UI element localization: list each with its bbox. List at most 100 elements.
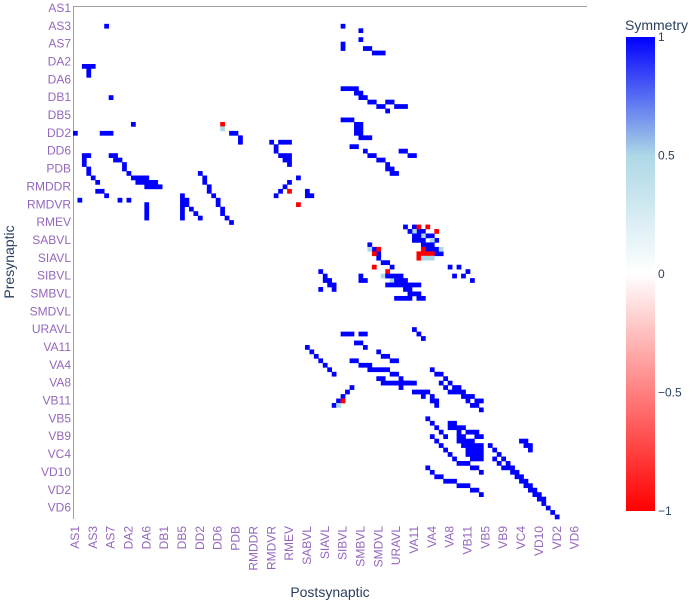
heatmap-cell [81,153,87,158]
heatmap-cell [470,452,475,457]
heatmap-cell [474,429,480,435]
heatmap-cell [452,425,457,431]
heatmap-cell [282,153,288,158]
heatmap-cell [287,157,292,163]
heatmap-cell [416,255,422,261]
heatmap-cell [202,175,208,181]
heatmap-cell [420,229,426,234]
heatmap-cell [139,179,145,185]
heatmap-cell [452,478,457,484]
heatmap-cell [398,278,404,283]
heatmap-cell [376,104,382,109]
plot-area [73,6,587,520]
heatmap-cell [367,99,373,105]
heatmap-cell [108,130,114,136]
y-tick-label: RMDDR [26,179,71,193]
heatmap-cell [327,278,333,283]
heatmap-cell [180,197,185,203]
y-tick-label: VD10 [41,465,71,479]
heatmap-cell [461,425,466,431]
colorbar-tick-label: 1 [658,30,665,44]
y-tick-label: SIAVL [38,251,71,265]
heatmap-cell [492,456,498,462]
heatmap-cell [278,153,283,158]
heatmap-cell [528,443,533,448]
heatmap-cell [456,461,462,466]
heatmap-cell [206,188,212,194]
heatmap-cell [470,447,475,453]
heatmap-cell [86,171,92,176]
heatmap-cell [438,429,444,435]
heatmap-cell [398,104,404,109]
heatmap-cell [95,179,101,185]
heatmap-cell [443,385,449,390]
heatmap-cell [327,282,333,288]
heatmap-cell [443,376,449,382]
heatmap-cell [403,380,408,386]
heatmap-cell [389,166,395,172]
heatmap-cell [269,139,275,145]
heatmap-cell [367,153,373,158]
heatmap-cell [135,175,141,181]
heatmap-cell [287,188,292,194]
heatmap-cell [407,153,413,158]
heatmap-cell [385,108,391,114]
heatmap-cell [385,166,391,172]
heatmap-cell [389,278,395,283]
heatmap-cell [144,175,150,181]
heatmap-cell [282,139,288,145]
heatmap-cell [358,340,364,346]
heatmap-cell [403,104,408,109]
heatmap-cell [144,206,150,212]
heatmap-cell [220,206,225,212]
heatmap-cell [81,162,87,167]
x-tick-label: SIAVL [318,526,332,559]
y-axis-title: Presynaptic [1,225,17,298]
heatmap-cell [126,197,132,203]
heatmap-cell [130,175,136,181]
x-tick-label: SABVL [300,526,314,565]
heatmap-cell [318,269,324,274]
heatmap-cell [358,278,364,283]
colorbar-tick-labels: 1 0.5 0 −0.5 −1 [658,30,682,518]
heatmap-cell [429,242,435,248]
y-tick-labels: AS1 AS3 AS7 DA2 DA6 DB1 DB5 DD2 DD6 PDB RMDDR RMDVR… [26,1,71,515]
heatmap-cell [461,461,466,466]
heatmap-cell [452,389,457,395]
heatmap-cell [287,162,292,167]
y-tick-label: DB1 [48,90,72,104]
heatmap-cell [420,295,426,301]
heatmap-cell [536,492,542,497]
heatmap-cell [416,251,422,257]
y-tick-label: SABVL [32,233,71,247]
heatmap-cell [474,398,480,404]
heatmap-cell [429,394,435,399]
heatmap-cell [407,380,413,386]
colorbar-tick-label: 0.5 [658,149,675,163]
heatmap-cell [385,353,391,359]
heatmap-cell [117,197,123,203]
heatmap-cell [407,291,413,297]
heatmap-cell [336,398,341,404]
heatmap-cell [412,389,417,395]
heatmap-cell [394,278,399,283]
heatmap-cell [380,376,386,382]
heatmap-cell [354,90,359,96]
heatmap-cell [367,242,373,248]
heatmap-cell [345,389,350,395]
heatmap-cell [385,367,391,373]
heatmap-cell [420,255,426,261]
x-tick-label: VB11 [461,526,475,555]
heatmap-cell [470,456,475,462]
heatmap-cell [304,345,310,350]
heatmap-cell [456,389,462,395]
heatmap-cell [340,86,346,92]
heatmap-cell [376,246,382,252]
heatmap-cell [429,246,435,252]
heatmap-cell [478,492,484,497]
heatmap-cell [148,179,154,185]
heatmap-cell [389,171,395,176]
heatmap-cell [501,456,506,462]
heatmap-cell [505,465,511,471]
heatmap-cell [376,255,382,261]
